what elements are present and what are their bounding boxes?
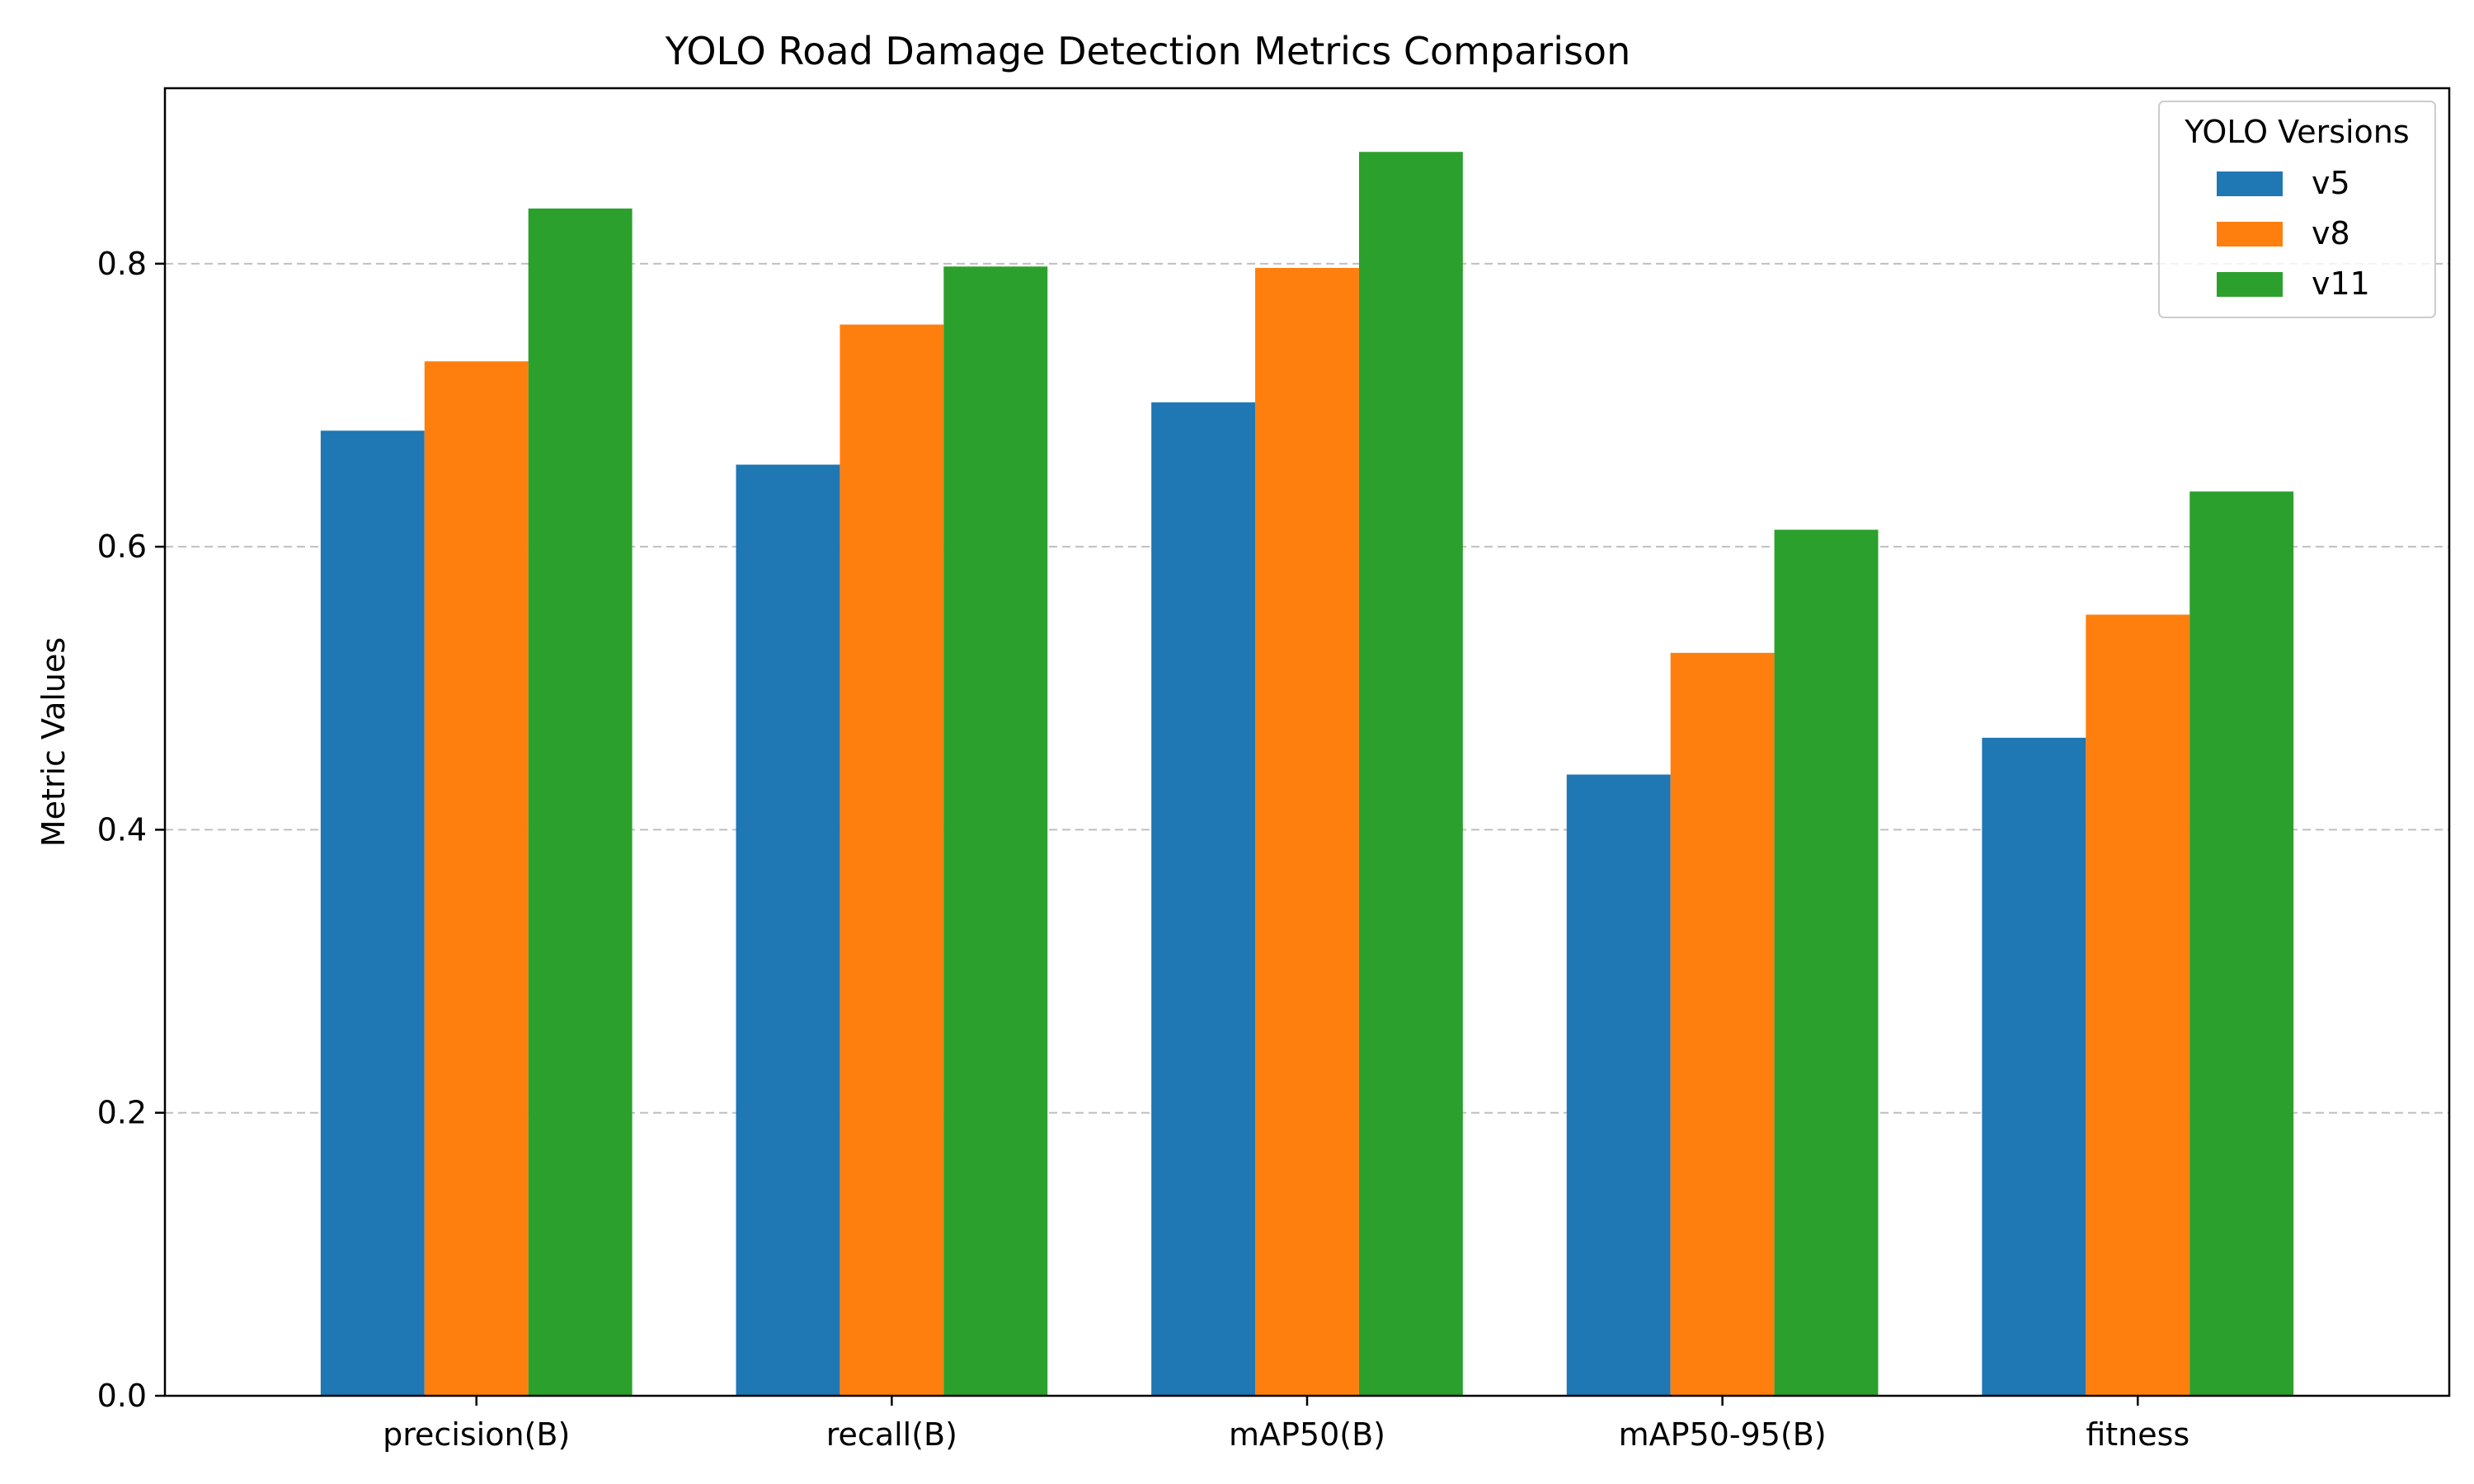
x-tick-label: recall(B) bbox=[826, 1416, 957, 1453]
legend-swatch-v5 bbox=[2217, 171, 2283, 196]
bar-v11-2 bbox=[1358, 152, 1463, 1397]
x-tick-label: fitness bbox=[2086, 1416, 2189, 1453]
legend-swatch-v8 bbox=[2217, 222, 2283, 247]
legend-label-v5: v5 bbox=[2312, 165, 2350, 201]
bar-v8-0 bbox=[424, 361, 529, 1396]
y-tick-label: 0.4 bbox=[97, 811, 147, 848]
bar-v8-1 bbox=[840, 324, 944, 1396]
bar-v5-1 bbox=[736, 464, 840, 1397]
bar-v5-2 bbox=[1151, 402, 1256, 1396]
legend-swatch-v11 bbox=[2217, 272, 2283, 297]
y-axis-label: Metric Values bbox=[35, 637, 72, 847]
legend: YOLO Versions v5 v8 v11 bbox=[2158, 101, 2436, 318]
legend-label-v11: v11 bbox=[2312, 265, 2370, 302]
chart-title: YOLO Road Damage Detection Metrics Compa… bbox=[665, 29, 1630, 73]
y-tick-label: 0.6 bbox=[97, 528, 147, 565]
x-tick-label: mAP50-95(B) bbox=[1619, 1416, 1827, 1453]
bar-v11-4 bbox=[2189, 491, 2294, 1397]
bar-v5-4 bbox=[1982, 737, 2086, 1396]
legend-label-v8: v8 bbox=[2312, 215, 2350, 251]
legend-title: YOLO Versions bbox=[2184, 114, 2409, 150]
y-tick-label: 0.0 bbox=[97, 1378, 147, 1414]
bars bbox=[320, 152, 2294, 1397]
x-tick-label: precision(B) bbox=[383, 1416, 570, 1453]
axis-ticks: 0.0 0.2 0.4 0.6 0.8 precision(B) recall(B) mAP5… bbox=[97, 246, 2190, 1453]
bar-v11-0 bbox=[528, 208, 633, 1396]
bar-v8-2 bbox=[1255, 267, 1359, 1397]
x-tick-label: mAP50(B) bbox=[1229, 1416, 1385, 1453]
bar-v5-3 bbox=[1566, 774, 1671, 1396]
y-tick-label: 0.8 bbox=[97, 246, 147, 282]
bar-v8-3 bbox=[1670, 652, 1775, 1396]
bar-v11-1 bbox=[943, 266, 1048, 1397]
legend-box bbox=[2158, 101, 2436, 318]
bar-v5-0 bbox=[320, 430, 425, 1396]
y-tick-label: 0.2 bbox=[97, 1095, 147, 1131]
bar-v11-3 bbox=[1774, 529, 1879, 1396]
bar-v8-4 bbox=[2086, 614, 2190, 1396]
